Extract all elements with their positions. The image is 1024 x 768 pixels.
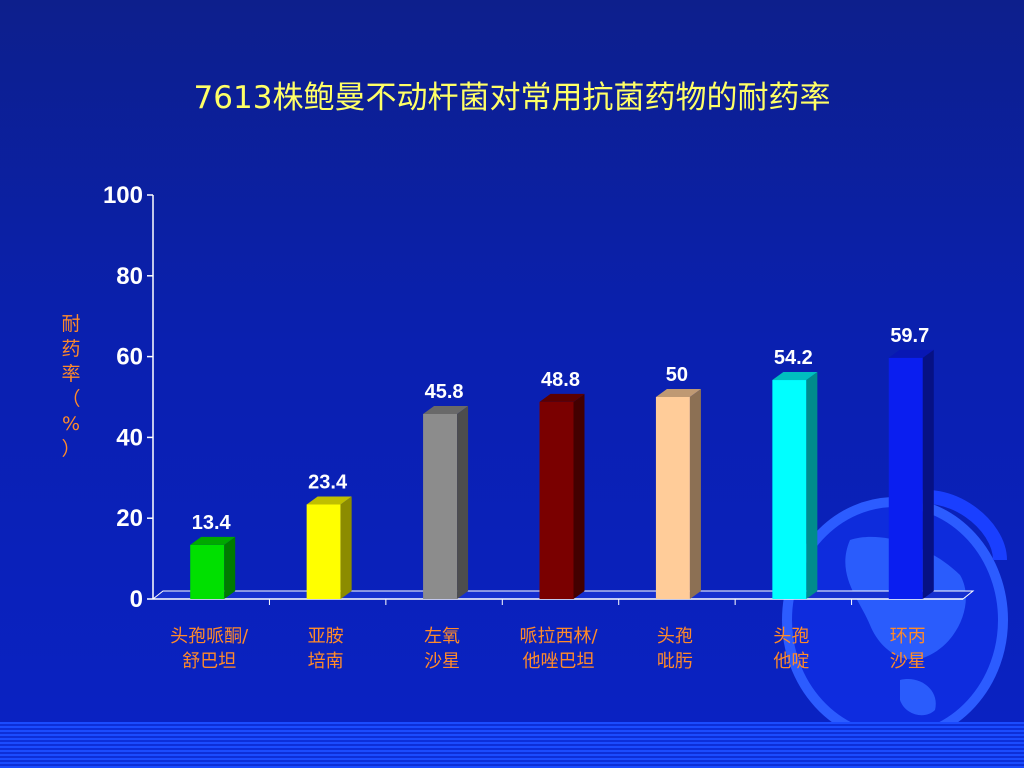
y-axis-ticks: 0 20 40 60 80 100 (103, 182, 153, 613)
category-label: 沙星 (424, 651, 460, 672)
bars (190, 349, 934, 599)
bar-top (539, 393, 585, 402)
category-label: 他唑巴坦 (523, 651, 595, 672)
bar (423, 405, 469, 599)
bottom-band (0, 722, 1024, 768)
bar-top (306, 496, 352, 505)
category-label: 环丙 (890, 626, 926, 647)
category-label: 头孢 (657, 626, 693, 647)
bar (190, 536, 236, 599)
category-label: 头孢 (773, 626, 809, 647)
category-label: 培南 (308, 651, 344, 672)
value-label: 13.4 (192, 512, 232, 534)
bar-side (340, 496, 352, 599)
bar-front (655, 397, 690, 599)
value-label: 54.2 (774, 347, 813, 369)
category-label: 舒巴坦 (182, 651, 236, 672)
y-axis-label-char: 药 (61, 338, 81, 360)
y-tick-label: 100 (103, 182, 143, 209)
bar-top (772, 372, 818, 381)
bar-front (539, 401, 574, 599)
y-axis-label-char: （ (61, 388, 81, 410)
bar (888, 349, 934, 599)
category-label: 左氧 (424, 626, 460, 647)
bar-top (888, 349, 934, 358)
y-axis-label-char: 率 (61, 363, 81, 385)
y-axis-label-text: 耐药率 （% ） (58, 312, 84, 462)
bar-side (689, 389, 701, 599)
bar-side (922, 349, 934, 599)
bar-side (573, 393, 585, 599)
y-tick-label: 60 (116, 344, 143, 371)
bar-top (655, 389, 701, 397)
y-tick-label: 0 (130, 586, 143, 613)
y-tick-label: 80 (116, 263, 143, 290)
bar (655, 389, 701, 599)
bar-front (190, 544, 225, 599)
value-label: 48.8 (541, 369, 580, 391)
y-tick-label: 20 (116, 505, 143, 532)
category-label: 他啶 (773, 651, 809, 672)
value-labels: 13.4 23.4 45.8 48.8 50 54.2 59.7 (192, 325, 930, 534)
value-label: 45.8 (425, 381, 464, 403)
value-label: 59.7 (890, 325, 929, 347)
category-label: 吡肟 (657, 651, 693, 672)
y-axis-label-char: ） (61, 438, 81, 460)
bar-front (888, 357, 923, 599)
bar-top (190, 536, 236, 545)
bar-front (423, 413, 458, 599)
bar (306, 496, 352, 599)
bar (772, 372, 818, 599)
bar-side (224, 536, 236, 599)
y-axis-label-char: % (61, 413, 81, 435)
value-label: 50 (666, 364, 688, 386)
bar-front (306, 504, 341, 599)
bar-side (806, 372, 818, 599)
y-axis-label-char: 耐 (61, 313, 81, 335)
category-label: 头孢哌酮/ (170, 626, 249, 647)
category-label: 沙星 (890, 651, 926, 672)
category-label: 亚胺 (308, 626, 344, 647)
category-label: 哌拉西林/ (519, 626, 598, 647)
y-tick-label: 40 (116, 424, 143, 451)
bar-side (457, 405, 469, 599)
bar (539, 393, 585, 599)
value-label: 23.4 (308, 471, 348, 493)
bar-front (772, 380, 807, 599)
bar-top (423, 405, 469, 414)
chart-title: 7613株鲍曼不动杆菌对常用抗菌药物的耐药率 (193, 80, 831, 116)
y-axis-label: 耐药率 （% ） (58, 312, 84, 462)
